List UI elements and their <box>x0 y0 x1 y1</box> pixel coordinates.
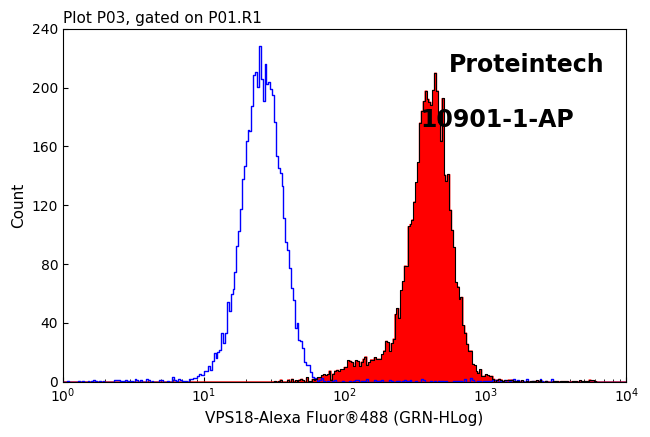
Text: 10901-1-AP: 10901-1-AP <box>421 108 575 132</box>
Text: Proteintech: Proteintech <box>448 53 604 77</box>
X-axis label: VPS18-Alexa Fluor®488 (GRN-HLog): VPS18-Alexa Fluor®488 (GRN-HLog) <box>205 411 484 426</box>
Text: Plot P03, gated on P01.R1: Plot P03, gated on P01.R1 <box>63 11 262 26</box>
Y-axis label: Count: Count <box>11 183 26 228</box>
